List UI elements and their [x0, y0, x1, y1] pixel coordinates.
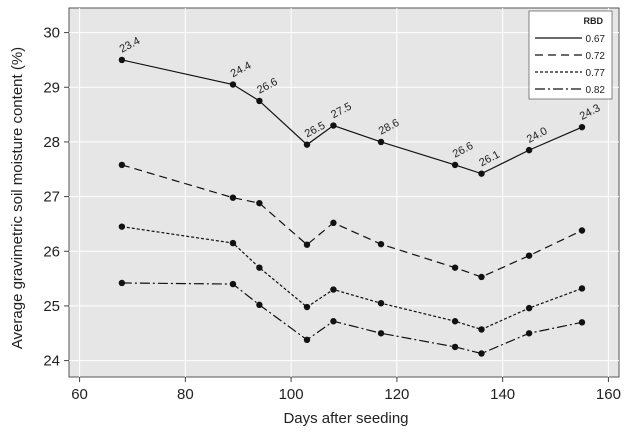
gridlines [69, 8, 619, 377]
y-tick-label: 26 [43, 243, 60, 260]
data-point [229, 239, 237, 247]
data-point [330, 286, 337, 293]
legend-title: RBD [584, 16, 604, 26]
data-point [377, 138, 385, 146]
data-point [451, 343, 459, 351]
x-tick-label: 100 [279, 386, 304, 403]
data-point [578, 227, 586, 234]
y-tick-label: 24 [43, 353, 60, 370]
data-point [229, 81, 237, 88]
data-point [578, 319, 586, 326]
legend-entry-label: 0.82 [586, 85, 606, 96]
data-point [478, 326, 485, 333]
data-point [256, 264, 263, 271]
data-point [525, 252, 533, 259]
axes: 60 80 100 120 140 160 24 25 26 27 28 29 30 [43, 25, 621, 403]
series-line-0.82 [121, 282, 583, 355]
series-lines [121, 59, 583, 355]
legend-entry-label: 0.67 [586, 34, 606, 45]
x-tick-label: 60 [71, 386, 88, 403]
data-point [303, 241, 311, 248]
data-point [377, 330, 385, 337]
data-point [330, 318, 337, 325]
legend-entry-label: 0.72 [586, 51, 606, 62]
y-axis-label: Average gravimetric soil moisture conten… [9, 47, 26, 349]
y-tick-label: 30 [43, 25, 60, 42]
data-point [451, 318, 459, 325]
x-tick-label: 120 [384, 386, 409, 403]
data-point [118, 161, 126, 169]
data-point [118, 223, 126, 230]
data-point [256, 97, 263, 105]
data-point [578, 123, 586, 131]
data-point [377, 240, 385, 248]
plot-area [68, 7, 620, 378]
x-tick-label: 160 [596, 386, 621, 403]
data-point [377, 300, 385, 307]
data-point [118, 56, 126, 64]
data-point [256, 301, 263, 309]
series-line-0.72 [121, 164, 583, 278]
data-point [330, 122, 337, 129]
legend-box [528, 10, 613, 100]
y-tick-label: 25 [43, 298, 60, 315]
y-tick-label: 29 [43, 79, 60, 96]
x-tick-label: 80 [177, 386, 194, 403]
series-line-0.67 [121, 59, 583, 175]
data-point [525, 330, 533, 337]
data-point [525, 146, 533, 154]
x-axis-label: Days after seeding [283, 410, 408, 427]
data-point [303, 303, 311, 311]
data-point [525, 304, 533, 312]
x-tick-label: 140 [490, 386, 515, 403]
data-point [478, 273, 485, 281]
data-point [578, 285, 586, 292]
legend-entry-label: 0.77 [586, 68, 606, 79]
data-point [303, 141, 311, 148]
data-point [451, 161, 459, 169]
y-tick-label: 27 [43, 189, 60, 206]
data-points [118, 56, 586, 357]
data-point [256, 199, 263, 207]
series-line-0.77 [121, 226, 583, 331]
data-point [118, 279, 126, 287]
data-point [330, 219, 337, 227]
data-point [229, 280, 237, 288]
y-tick-label: 28 [43, 134, 60, 151]
data-point [478, 170, 485, 177]
data-point [303, 336, 311, 344]
legend: RBD 0.67 0.72 0.77 0.82 [528, 10, 613, 100]
data-point [478, 350, 485, 357]
data-point [229, 194, 237, 201]
data-point [451, 264, 459, 271]
